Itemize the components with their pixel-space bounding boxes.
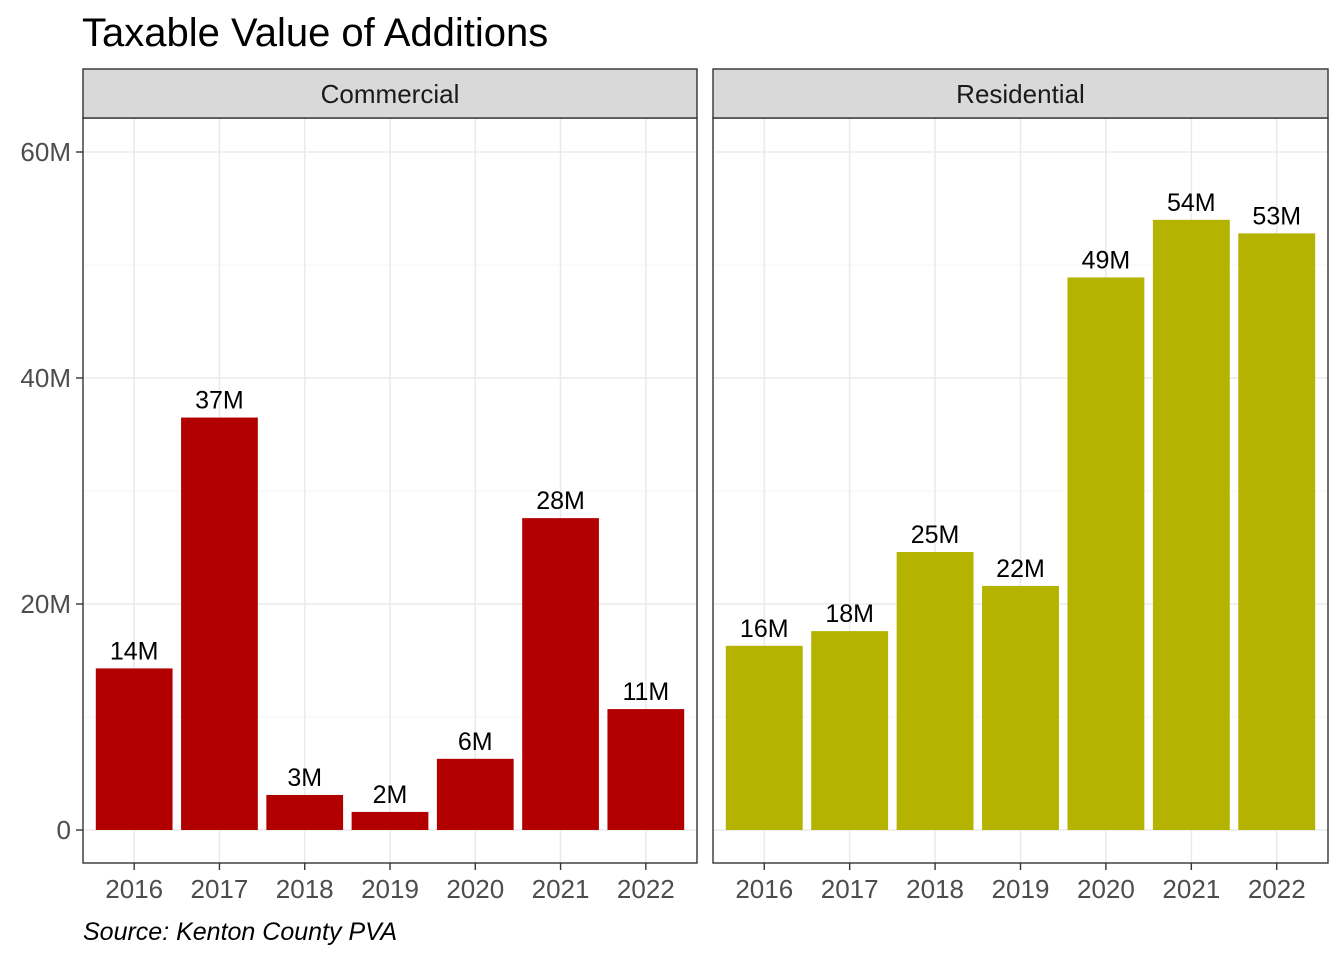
bar-residential-2022 [1238,233,1316,831]
data-label: 6M [458,728,493,756]
facet-panel-residential: 16M 18M 25M 22M 49M 54M 53M Residential 2016 2017… [712,68,1329,904]
y-axis: 0 20M 40M 60M [20,137,83,845]
data-label: 3M [287,764,322,792]
bar-residential-2021 [1152,219,1230,831]
x-tick-label: 2021 [1162,874,1220,904]
bar-residential-2018 [896,552,974,830]
data-label: 16M [740,615,789,643]
data-label: 49M [1082,246,1131,274]
y-tick-label: 0 [57,815,71,845]
x-tick-label: 2022 [617,874,675,904]
y-tick-label: 20M [20,589,71,619]
data-label: 14M [110,637,159,665]
x-tick-label: 2021 [532,874,590,904]
bar-commercial-2019 [351,811,429,830]
x-tick-label: 2017 [821,874,879,904]
facet-panel-commercial: 14M 37M 3M 2M 6M 28M 11M Commercial 2016 2017 2018… [82,68,698,904]
bar-residential-2019 [982,585,1059,830]
x-tick-label: 2022 [1248,874,1306,904]
data-label: 22M [996,555,1045,583]
x-tick-label: 2020 [1077,874,1135,904]
x-tick-label: 2019 [992,874,1050,904]
data-label: 37M [195,387,244,415]
x-tick-label: 2018 [276,874,334,904]
bar-commercial-2021 [522,518,599,830]
bar-residential-2016 [725,645,803,830]
facet-strip [82,68,698,119]
facet-strip-label: Residential [956,79,1085,109]
bar-residential-2020 [1067,277,1145,830]
bar-residential-2017 [811,631,889,830]
data-label: 54M [1167,189,1216,217]
bar-commercial-2017 [181,417,258,830]
bar-commercial-2018 [266,794,344,830]
data-label: 11M [622,678,669,706]
bar-commercial-2020 [436,758,514,830]
data-label: 25M [911,521,960,549]
data-label: 53M [1252,202,1301,230]
x-tick-label: 2018 [906,874,964,904]
chart-caption: Source: Kenton County PVA [83,918,397,946]
x-tick-label: 2017 [191,874,249,904]
chart-title: Taxable Value of Additions [82,11,548,55]
data-label: 2M [373,781,408,809]
data-label: 28M [536,487,585,515]
x-tick-label: 2020 [446,874,504,904]
x-tick-label: 2016 [105,874,163,904]
y-tick-label: 40M [20,363,71,393]
bar-commercial-2016 [95,668,173,830]
data-label: 18M [825,600,874,628]
facet-strip [712,68,1329,119]
x-tick-label: 2019 [361,874,419,904]
bar-commercial-2022 [607,709,685,830]
facet-panels: 14M 37M 3M 2M 6M 28M 11M Commercial 2016 2017 2018… [82,68,1329,904]
facet-strip-label: Commercial [321,79,460,109]
x-tick-label: 2016 [735,874,793,904]
y-tick-label: 60M [20,137,71,167]
